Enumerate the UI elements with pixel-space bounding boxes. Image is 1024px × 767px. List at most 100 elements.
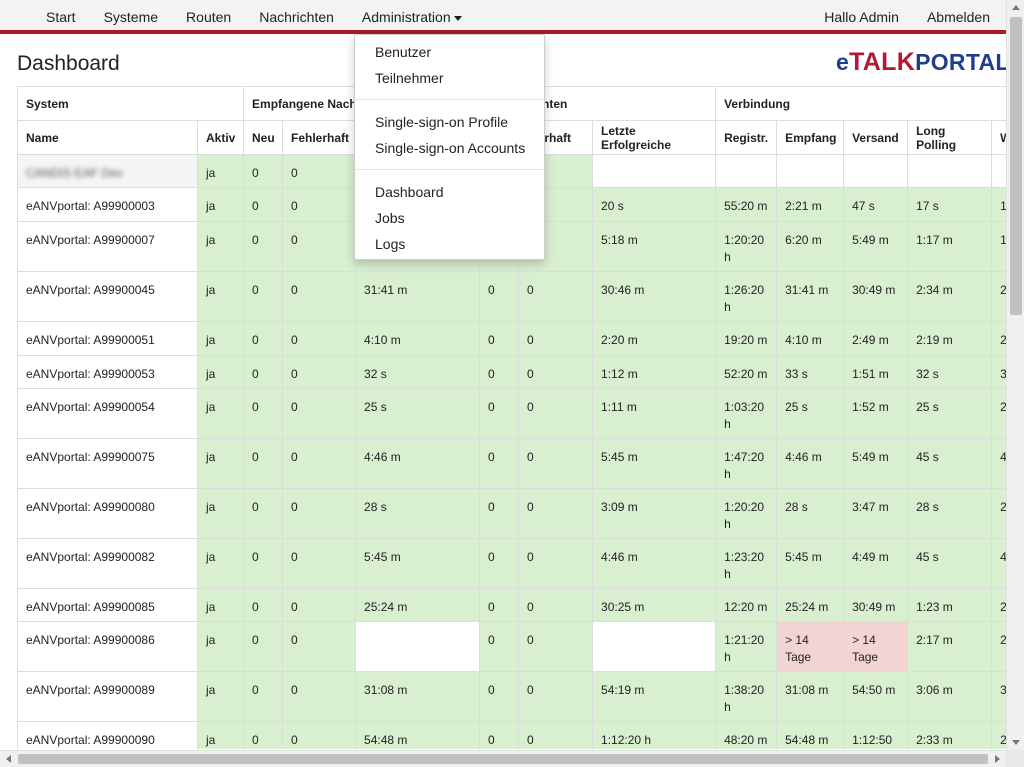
menu-item-jobs[interactable]: Jobs bbox=[375, 210, 405, 226]
col-letzte-erfolgreiche[interactable]: Letzte Erfolgreiche bbox=[592, 120, 717, 155]
horizontal-scroll-thumb[interactable] bbox=[18, 754, 988, 764]
cell-extra: 2 bbox=[991, 721, 1006, 749]
administration-dropdown-menu: Benutzer Teilnehmer Single-sign-on Profi… bbox=[354, 34, 545, 260]
scroll-left-icon[interactable] bbox=[6, 755, 11, 763]
cell-letzte-erfolgreiche: 20 s bbox=[592, 187, 717, 222]
table-row[interactable]: eANVportal: A99900080 ja 0 0 28 s 0 0 3:… bbox=[17, 488, 1006, 539]
cell-neu: 0 bbox=[243, 355, 284, 389]
col-versand[interactable]: Versand bbox=[843, 120, 909, 155]
col-long-polling[interactable]: Long Polling bbox=[907, 120, 993, 155]
col-empfang[interactable]: Empfang bbox=[776, 120, 845, 155]
cell-neu-2: 0 bbox=[479, 438, 520, 489]
nav-administration[interactable]: Administration bbox=[348, 0, 476, 34]
cell-letzte-empf: 4:10 m bbox=[355, 321, 481, 356]
cell-neu: 0 bbox=[243, 187, 284, 222]
user-greeting[interactable]: Hallo Admin bbox=[824, 9, 899, 25]
cell-empfang: 2:21 m bbox=[776, 187, 845, 222]
cell-registr: 1:47:20 h bbox=[715, 438, 778, 489]
etalkportal-logo: eTALKPORTAL bbox=[836, 48, 1010, 77]
cell-neu: 0 bbox=[243, 154, 284, 188]
scroll-up-icon[interactable] bbox=[1012, 5, 1020, 10]
cell-aktiv: ja bbox=[196, 221, 245, 272]
cell-long-polling: 1:23 m bbox=[907, 588, 993, 622]
table-row[interactable]: eANVportal: A99900045 ja 0 0 31:41 m 0 0… bbox=[17, 271, 1006, 322]
cell-fehlerhaft-2: 0 bbox=[518, 588, 594, 622]
nav-nachrichten[interactable]: Nachrichten bbox=[259, 9, 334, 25]
nav-administration-label: Administration bbox=[361, 9, 451, 25]
menu-item-dashboard[interactable]: Dashboard bbox=[375, 184, 444, 200]
vertical-scroll-thumb[interactable] bbox=[1010, 17, 1022, 315]
logout-link[interactable]: Abmelden bbox=[926, 9, 990, 25]
nav-left: Start Systeme Routen Nachrichten Adminis… bbox=[32, 0, 476, 34]
scroll-down-icon[interactable] bbox=[1012, 740, 1020, 745]
col-name[interactable]: Name bbox=[17, 120, 198, 155]
cell-letzte-erfolgreiche: 1:11 m bbox=[592, 388, 717, 439]
system-name: eANVportal: A99900085 bbox=[17, 588, 198, 622]
scroll-right-icon[interactable] bbox=[995, 755, 1000, 763]
cell-neu-2: 0 bbox=[479, 621, 520, 672]
cell-extra: 1 bbox=[991, 221, 1006, 272]
col-aktiv[interactable]: Aktiv bbox=[196, 120, 245, 155]
col-extra[interactable]: W bbox=[991, 120, 1006, 155]
cell-neu: 0 bbox=[243, 588, 284, 622]
horizontal-scrollbar[interactable] bbox=[0, 750, 1006, 767]
table-row[interactable]: eANVportal: A99900053 ja 0 0 32 s 0 0 1:… bbox=[17, 355, 1006, 389]
table-row[interactable]: eANVportal: A99900075 ja 0 0 4:46 m 0 0 … bbox=[17, 438, 1006, 489]
nav-start[interactable]: Start bbox=[46, 9, 76, 25]
menu-item-benutzer[interactable]: Benutzer bbox=[375, 44, 432, 60]
menu-item-sso-accounts[interactable]: Single-sign-on Accounts bbox=[375, 140, 526, 156]
cell-aktiv: ja bbox=[196, 488, 245, 539]
cell-registr: 12:20 m bbox=[715, 588, 778, 622]
cell-letzte-empf: 28 s bbox=[355, 488, 481, 539]
cell-empfang: 33 s bbox=[776, 355, 845, 389]
cell-neu: 0 bbox=[243, 388, 284, 439]
cell-fehlerhaft: 0 bbox=[282, 721, 357, 749]
cell-fehlerhaft-2: 0 bbox=[518, 538, 594, 589]
table-row[interactable]: eANVportal: A99900051 ja 0 0 4:10 m 0 0 … bbox=[17, 321, 1006, 356]
col-fehlerhaft[interactable]: Fehlerhaft bbox=[282, 120, 357, 155]
cell-versand: 47 s bbox=[843, 187, 909, 222]
cell-aktiv: ja bbox=[196, 721, 245, 749]
table-row[interactable]: eANVportal: A99900090 ja 0 0 54:48 m 0 0… bbox=[17, 721, 1006, 749]
logo-talk: TALK bbox=[849, 48, 916, 76]
cell-versand: 1:51 m bbox=[843, 355, 909, 389]
system-name: eANVportal: A99900054 bbox=[17, 388, 198, 439]
system-name: eANVportal: A99900080 bbox=[17, 488, 198, 539]
cell-fehlerhaft: 0 bbox=[282, 538, 357, 589]
col-neu[interactable]: Neu bbox=[243, 120, 284, 155]
table-row[interactable]: eANVportal: A99900054 ja 0 0 25 s 0 0 1:… bbox=[17, 388, 1006, 439]
cell-fehlerhaft: 0 bbox=[282, 621, 357, 672]
nav-routen[interactable]: Routen bbox=[186, 9, 232, 25]
cell-fehlerhaft: 0 bbox=[282, 187, 357, 222]
nav-systeme[interactable]: Systeme bbox=[103, 9, 159, 25]
menu-item-sso-profile[interactable]: Single-sign-on Profile bbox=[375, 114, 509, 130]
cell-versand: 2:49 m bbox=[843, 321, 909, 356]
cell-empfang: > 14 Tage bbox=[776, 621, 845, 672]
cell-registr: 55:20 m bbox=[715, 187, 778, 222]
menu-item-logs[interactable]: Logs bbox=[375, 236, 406, 252]
cell-letzte-erfolgreiche: 1:12:20 h bbox=[592, 721, 717, 749]
menu-item-teilnehmer[interactable]: Teilnehmer bbox=[375, 70, 444, 86]
vertical-scrollbar[interactable] bbox=[1006, 0, 1024, 750]
cell-neu: 0 bbox=[243, 321, 284, 356]
table-row[interactable]: eANVportal: A99900082 ja 0 0 5:45 m 0 0 … bbox=[17, 538, 1006, 589]
cell-letzte-erfolgreiche: 30:25 m bbox=[592, 588, 717, 622]
cell-extra: 2 bbox=[991, 621, 1006, 672]
system-name: eANVportal: A99900051 bbox=[17, 321, 198, 356]
cell-letzte-empf bbox=[355, 621, 481, 672]
cell-fehlerhaft: 0 bbox=[282, 321, 357, 356]
cell-extra: 2 bbox=[991, 488, 1006, 539]
cell-empfang bbox=[776, 154, 845, 188]
menu-divider bbox=[355, 169, 544, 170]
table-row[interactable]: eANVportal: A99900085 ja 0 0 25:24 m 0 0… bbox=[17, 588, 1006, 622]
table-row[interactable]: eANVportal: A99900086 ja 0 0 0 0 1:21:20… bbox=[17, 621, 1006, 672]
cell-extra: 2 bbox=[991, 588, 1006, 622]
col-registr[interactable]: Registr. bbox=[715, 120, 778, 155]
cell-long-polling: 2:33 m bbox=[907, 721, 993, 749]
table-row[interactable]: eANVportal: A99900089 ja 0 0 31:08 m 0 0… bbox=[17, 671, 1006, 722]
page-title: Dashboard bbox=[17, 52, 120, 75]
cell-letzte-empf: 31:08 m bbox=[355, 671, 481, 722]
cell-versand: > 14 Tage bbox=[843, 621, 909, 672]
cell-extra: 2 bbox=[991, 321, 1006, 356]
menu-divider bbox=[355, 99, 544, 100]
